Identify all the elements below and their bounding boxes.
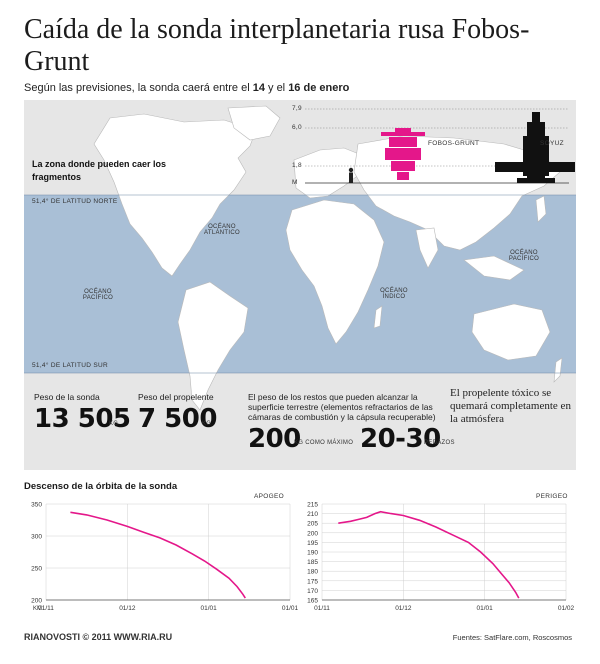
pieces-value: 20-30 bbox=[360, 424, 441, 454]
descent-title: Descenso de la órbita de la sonda bbox=[24, 481, 178, 492]
y-tick-label: 205 bbox=[307, 521, 318, 528]
south-america bbox=[177, 281, 249, 411]
ocean-pacific-east-label: OCÉANO PACÍFICO bbox=[508, 250, 540, 262]
map-panel: 51,4° DE LATITUD NORTE 51,4° DE LATITUD … bbox=[24, 100, 576, 470]
ocean-indian-label: OCÉANO ÍNDICO bbox=[380, 288, 408, 300]
lat-south-label: 51,4° DE LATITUD SUR bbox=[32, 362, 109, 369]
perigee-label: PERIGEO bbox=[536, 493, 568, 500]
debris-label: El peso de los restos que pueden alcanza… bbox=[248, 392, 436, 422]
scale-tick-7-9: 7,9 bbox=[292, 105, 302, 112]
y-tick-label: 180 bbox=[307, 569, 318, 576]
ocean-pacific-west-label: OCÉANO PACÍFICO bbox=[82, 289, 114, 301]
zone-text: La zona donde pueden caer los fragmentos bbox=[32, 159, 167, 182]
japan bbox=[535, 195, 547, 223]
australia bbox=[471, 303, 551, 361]
fobos-grunt-icon bbox=[381, 128, 425, 180]
lat-north-label: 51,4° DE LATITUD NORTE bbox=[32, 198, 118, 205]
soyuz-icon bbox=[495, 112, 575, 183]
person-icon bbox=[348, 167, 354, 183]
size-comparison bbox=[305, 108, 575, 184]
madagascar bbox=[373, 305, 383, 329]
greenland bbox=[227, 105, 281, 141]
propellant-label: Peso del propelente bbox=[138, 392, 214, 402]
x-tick-label: 01/11 bbox=[38, 605, 54, 612]
new-zealand bbox=[553, 357, 563, 383]
footer-sources: Fuentes: SatFlare.com, Roscosmos bbox=[452, 633, 572, 642]
debris-value: 200 bbox=[248, 424, 301, 454]
y-tick-label: 175 bbox=[307, 578, 318, 585]
y-tick-label: 300 bbox=[31, 534, 42, 541]
footer-logo: RIANOVOSTI © 2011 WWW.RIA.RU bbox=[24, 632, 173, 642]
y-tick-label: 195 bbox=[307, 540, 318, 547]
y-tick-label: 210 bbox=[307, 511, 318, 518]
y-tick-label: 190 bbox=[307, 550, 318, 557]
y-tick-label: 185 bbox=[307, 559, 318, 566]
y-unit-label: KM bbox=[33, 606, 42, 612]
page-title: Caída de la sonda interplanetaria rusa F… bbox=[24, 14, 530, 77]
soyuz-label: SOYUZ bbox=[540, 140, 564, 147]
pieces-unit: PEDAZOS bbox=[424, 440, 455, 446]
x-tick-label: 01/01 bbox=[282, 605, 299, 612]
probe-weight-unit: KG bbox=[109, 421, 119, 427]
x-tick-label: 01/01 bbox=[201, 605, 218, 612]
probe-weight-value: 13 505 bbox=[34, 404, 131, 434]
y-tick-label: 200 bbox=[31, 598, 42, 605]
series-line bbox=[338, 510, 520, 599]
y-tick-label: 250 bbox=[31, 566, 42, 573]
x-tick-label: 01/12 bbox=[395, 605, 412, 612]
y-tick-label: 200 bbox=[307, 530, 318, 537]
y-tick-label: 215 bbox=[307, 502, 318, 509]
propellant-value: 7 500 bbox=[138, 404, 217, 434]
scale-tick-6-0: 6,0 bbox=[292, 124, 302, 131]
fobos-label: FOBOS-GRUNT bbox=[428, 140, 480, 147]
apogee-label: APOGEO bbox=[254, 493, 284, 500]
x-tick-label: 01/11 bbox=[314, 605, 330, 612]
x-tick-label: 01/12 bbox=[119, 605, 136, 612]
y-tick-label: 170 bbox=[307, 588, 318, 595]
subtitle: Según las previsiones, la sonda caerá en… bbox=[24, 82, 350, 94]
africa bbox=[285, 199, 385, 345]
series-line bbox=[70, 511, 246, 599]
debris-unit: KG COMO MÁXIMO bbox=[294, 440, 354, 446]
probe-weight-label: Peso de la sonda bbox=[34, 392, 100, 402]
southeast-asia bbox=[463, 255, 525, 281]
y-tick-label: 165 bbox=[307, 598, 318, 605]
india bbox=[415, 227, 439, 269]
x-tick-label: 01/02 bbox=[558, 605, 575, 612]
propellant-note: El propelente tóxico se quemará completa… bbox=[450, 387, 571, 425]
propellant-unit: KG bbox=[202, 421, 212, 427]
scale-tick-m: M bbox=[292, 179, 298, 186]
y-tick-label: 350 bbox=[31, 502, 42, 509]
scale-tick-1-8: 1,8 bbox=[292, 162, 302, 169]
x-tick-label: 01/01 bbox=[477, 605, 494, 612]
ocean-atlantic-label: OCÉANO ATLÁNTICO bbox=[204, 224, 240, 236]
